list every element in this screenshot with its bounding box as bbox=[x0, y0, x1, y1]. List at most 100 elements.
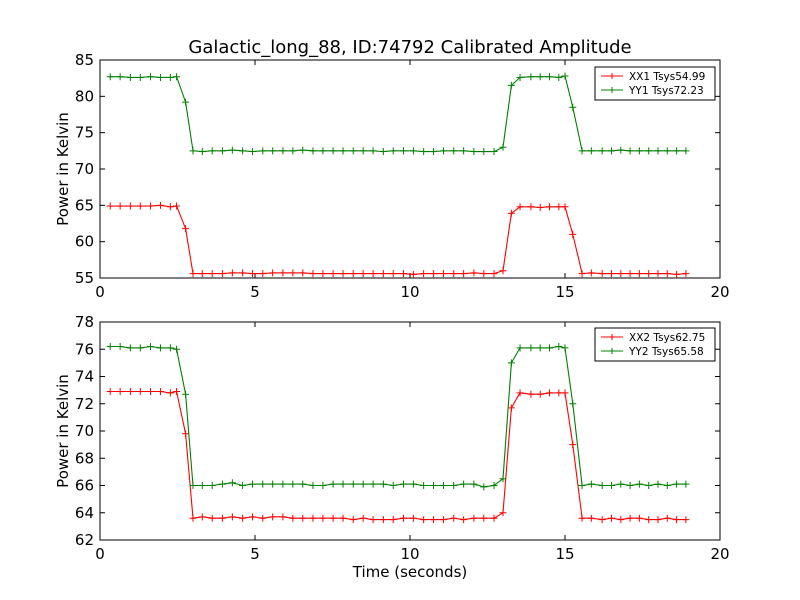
data-point bbox=[309, 270, 317, 278]
data-point bbox=[507, 81, 515, 89]
data-point bbox=[349, 480, 357, 488]
data-point bbox=[339, 514, 347, 522]
data-point bbox=[682, 270, 690, 278]
data-point bbox=[136, 387, 144, 395]
data-point bbox=[249, 513, 257, 521]
data-point bbox=[289, 269, 297, 277]
series-yy1 bbox=[106, 72, 690, 156]
data-point bbox=[439, 482, 447, 489]
data-point bbox=[516, 203, 524, 211]
data-point bbox=[663, 514, 671, 522]
y-tick-label: 60 bbox=[75, 233, 94, 251]
data-point bbox=[516, 389, 524, 397]
data-point bbox=[339, 147, 347, 155]
data-point bbox=[156, 344, 164, 352]
legend-box bbox=[594, 327, 716, 362]
data-point bbox=[527, 73, 535, 81]
x-tick-label: 10 bbox=[400, 283, 419, 301]
y-tick-label: 75 bbox=[75, 124, 94, 142]
data-point bbox=[682, 516, 690, 524]
data-point bbox=[450, 147, 458, 155]
data-point bbox=[228, 269, 236, 277]
data-point bbox=[198, 148, 206, 156]
data-point bbox=[673, 270, 681, 278]
data-point bbox=[409, 514, 417, 522]
data-point bbox=[218, 147, 226, 155]
data-point bbox=[546, 203, 553, 211]
data-point bbox=[126, 387, 134, 395]
data-point bbox=[173, 73, 181, 81]
data-point bbox=[319, 270, 327, 278]
y-tick-label: 74 bbox=[75, 368, 94, 386]
data-point bbox=[555, 203, 563, 211]
data-point bbox=[645, 516, 653, 524]
y-tick-label: 65 bbox=[75, 196, 94, 214]
data-point bbox=[516, 73, 524, 81]
legend-label: YY1 Tsys72.23 bbox=[628, 85, 704, 97]
x-tick-label: 15 bbox=[555, 545, 574, 563]
data-point bbox=[249, 148, 257, 156]
data-point bbox=[189, 482, 197, 489]
y-tick-label: 78 bbox=[75, 313, 94, 331]
data-point bbox=[598, 516, 606, 524]
data-point bbox=[182, 390, 190, 398]
data-point bbox=[578, 147, 586, 155]
x-tick-label: 20 bbox=[710, 283, 729, 301]
data-point bbox=[617, 480, 625, 488]
data-point bbox=[430, 270, 438, 278]
data-point bbox=[389, 516, 397, 524]
data-point bbox=[239, 147, 247, 155]
data-point bbox=[626, 514, 634, 522]
data-point bbox=[617, 516, 625, 524]
data-point bbox=[470, 480, 478, 488]
chart-title: Galactic_long_88, ID:74792 Calibrated Am… bbox=[188, 37, 631, 58]
data-point bbox=[507, 359, 515, 367]
y-tick-label: 68 bbox=[75, 449, 94, 467]
data-point bbox=[490, 270, 498, 278]
data-point bbox=[536, 73, 544, 81]
data-point bbox=[329, 514, 337, 522]
data-point bbox=[189, 270, 197, 278]
data-point bbox=[682, 147, 690, 155]
bottom-chart-panel: 0 5 10 15 20 62 64 66 68 70 72 74 76 78 Power in Kelvi… bbox=[54, 313, 730, 581]
data-point bbox=[106, 387, 114, 395]
data-point bbox=[470, 148, 478, 156]
data-point bbox=[147, 202, 155, 210]
y-axis-label: Power in Kelvin bbox=[54, 112, 72, 226]
x-tick-label: 15 bbox=[555, 283, 574, 301]
data-point bbox=[516, 344, 524, 352]
data-point bbox=[399, 270, 407, 278]
data-point bbox=[136, 202, 144, 210]
data-point bbox=[189, 514, 197, 522]
data-point bbox=[490, 514, 498, 522]
data-point bbox=[289, 480, 297, 488]
data-point bbox=[319, 147, 327, 155]
series-xx2 bbox=[106, 387, 690, 524]
data-point bbox=[166, 389, 174, 397]
data-point bbox=[480, 270, 488, 278]
data-point bbox=[198, 513, 206, 521]
x-tick-label: 5 bbox=[250, 545, 260, 563]
data-point bbox=[546, 73, 553, 81]
data-point bbox=[218, 514, 226, 522]
data-point bbox=[470, 269, 478, 277]
data-point bbox=[379, 148, 387, 156]
data-point bbox=[379, 480, 387, 488]
data-point bbox=[598, 270, 606, 278]
data-point bbox=[339, 480, 347, 488]
data-point bbox=[561, 72, 569, 80]
data-point bbox=[147, 73, 155, 81]
data-point bbox=[319, 482, 327, 489]
data-point bbox=[208, 482, 216, 489]
data-point bbox=[587, 147, 595, 155]
data-point bbox=[329, 480, 337, 488]
legend-marker bbox=[609, 334, 615, 340]
data-point bbox=[166, 344, 174, 352]
data-point bbox=[269, 480, 277, 488]
data-point bbox=[329, 270, 337, 278]
data-point bbox=[409, 147, 417, 155]
legend-label: XX2 Tsys62.75 bbox=[629, 332, 705, 344]
data-point bbox=[578, 514, 586, 522]
data-point bbox=[379, 516, 387, 524]
data-point bbox=[399, 514, 407, 522]
